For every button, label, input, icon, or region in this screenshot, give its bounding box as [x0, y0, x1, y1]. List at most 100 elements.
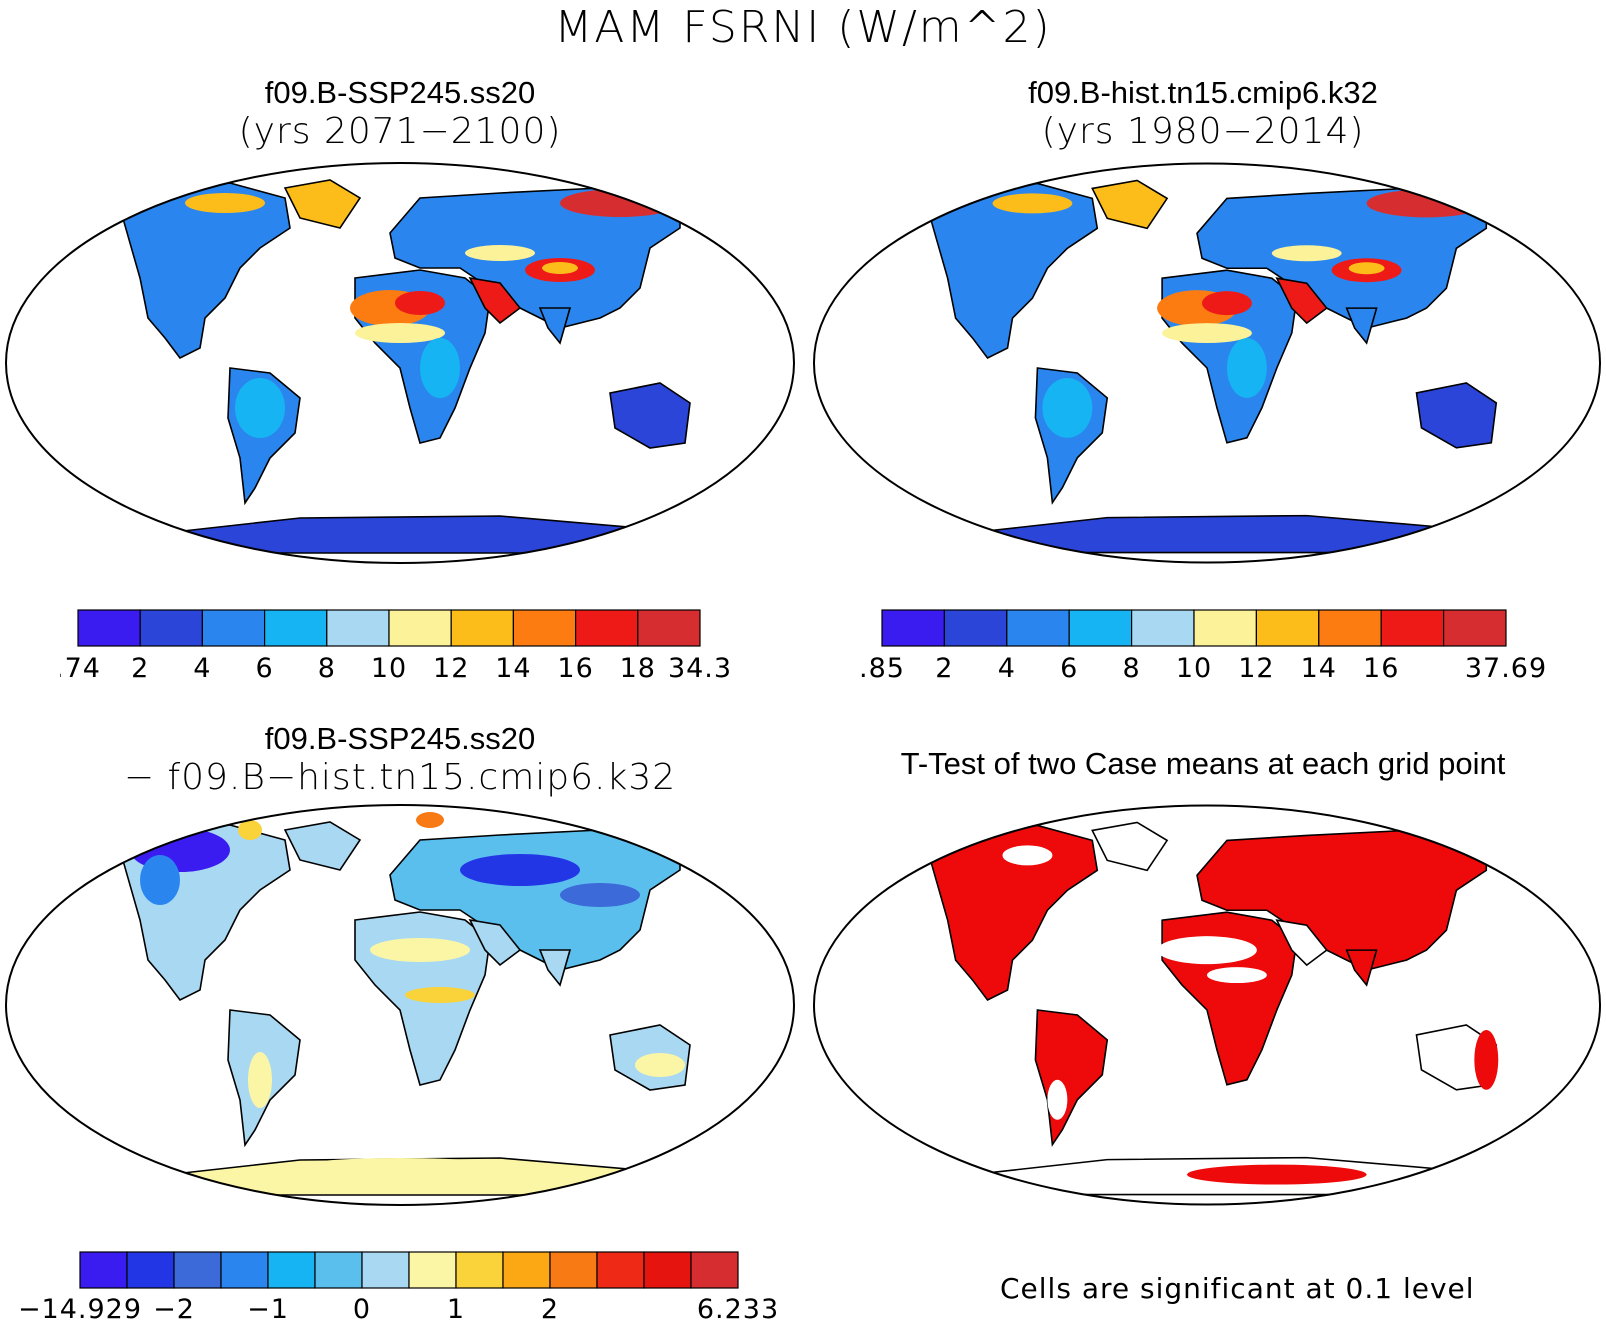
colorbar-swatch — [220, 1251, 269, 1289]
colorbar-swatch — [314, 1251, 363, 1289]
colorbar-tick-label: 4 — [998, 653, 1016, 684]
field-patch — [460, 854, 580, 886]
field-patch — [248, 1052, 272, 1108]
field-patch — [542, 262, 578, 274]
colorbar-panel-b: .85 2 4 6 8 10 12 14 16 37.69 — [860, 609, 1547, 684]
field-patch — [395, 291, 445, 315]
colorbar-tick-label: 2 — [131, 653, 149, 684]
colorbar-swatch — [502, 1251, 551, 1289]
continent-arabia — [468, 276, 522, 325]
field-patch — [1226, 338, 1267, 398]
continent-india — [1345, 949, 1378, 987]
colorbar-tick-label: 0 — [353, 1294, 371, 1323]
colorbar-swatch — [1131, 609, 1195, 647]
field-patch — [355, 323, 445, 343]
field-patch — [370, 938, 470, 962]
continent-eurasia — [1196, 187, 1488, 329]
continent-eurasia — [1196, 829, 1488, 971]
continent-northAmerica — [926, 182, 1099, 360]
colorbar-swatch — [264, 609, 328, 647]
colorbar-tick-label: 2 — [541, 1294, 559, 1323]
colorbar-tick-label: 2 — [935, 653, 953, 684]
field-patch — [465, 245, 535, 261]
panel-d-title-line1: T-Test of two Case means at each grid po… — [900, 746, 1506, 781]
field-patch — [235, 378, 285, 438]
panel-b-title-line1: f09.B-hist.tn15.cmip6.k32 — [1028, 75, 1378, 110]
colorbar-swatch — [637, 609, 701, 647]
colorbar-swatch — [1006, 609, 1070, 647]
significance-note: Cells are significant at 0.1 level — [1000, 1272, 1475, 1305]
panel-a-title: f09.B-SSP245.ss20 (yrs 2071−2100) — [0, 74, 800, 152]
colorbar-tick-label: 16 — [1363, 653, 1399, 684]
colorbar-tick-label: 8 — [1123, 653, 1141, 684]
panel-b-title: f09.B-hist.tn15.cmip6.k32 (yrs 1980−2014… — [800, 74, 1606, 152]
colorbar-swatch — [881, 609, 946, 647]
colorbar-tick-label: 37.69 — [1465, 653, 1547, 684]
colorbar-swatch — [139, 609, 203, 647]
colorbar-swatch — [450, 609, 515, 647]
colorbar-swatch — [1380, 609, 1445, 647]
colorbar-swatch — [326, 609, 390, 647]
colorbar-tick-label: 18 — [620, 653, 656, 684]
colorbar-tick-label: 6.233 — [697, 1294, 779, 1323]
colorbar-swatch — [267, 1251, 316, 1289]
field-patch — [560, 883, 640, 907]
map-outline — [812, 162, 1602, 564]
map-panel-b — [812, 162, 1602, 564]
colorbar-swatch — [1318, 609, 1382, 647]
field-patch — [140, 855, 180, 905]
field-patch — [992, 193, 1073, 214]
field-patch — [635, 1053, 685, 1077]
map-panel-c — [5, 804, 795, 1206]
colorbar-tick-label: .74 — [60, 653, 101, 684]
panel-a-title-line1: f09.B-SSP245.ss20 — [264, 75, 536, 110]
continent-greenland — [1091, 179, 1169, 230]
colorbar-swatch — [596, 1251, 645, 1289]
continent-india — [1345, 307, 1378, 345]
colorbar-swatch — [1193, 609, 1258, 647]
continent-arabia — [1275, 277, 1328, 325]
colorbar-swatch — [455, 1251, 504, 1289]
field-patch — [420, 338, 460, 398]
colorbar-swatch — [690, 1251, 739, 1289]
continent-greenland — [283, 179, 362, 229]
colorbar-swatch — [201, 609, 266, 647]
continent-northAmerica — [119, 182, 291, 360]
continent-eurasia — [389, 187, 681, 329]
continent-india — [538, 307, 572, 345]
field-patch — [1187, 1164, 1367, 1185]
map-outline — [812, 804, 1602, 1206]
colorbar-swatch — [574, 609, 639, 647]
map-outline — [5, 162, 795, 564]
field-patch — [1047, 1079, 1068, 1120]
colorbar-tick-label: .85 — [860, 653, 905, 684]
colorbar-tick-label: 10 — [1176, 653, 1212, 684]
colorbar-swatch — [77, 609, 141, 647]
field-patch — [1202, 291, 1252, 316]
colorbar-tick-label: 34.3 — [668, 653, 732, 684]
colorbar-tick-label: 4 — [193, 653, 211, 684]
field-patch — [1271, 245, 1342, 262]
colorbar-swatch — [126, 1251, 175, 1289]
field-patch — [1162, 323, 1252, 344]
field-patch — [405, 987, 475, 1003]
colorbar-tick-label: −2 — [153, 1294, 195, 1323]
colorbar-swatch — [943, 609, 1008, 647]
colorbar-swatch — [549, 1251, 598, 1289]
continent-eurasia — [389, 829, 681, 971]
colorbar-swatch — [79, 1251, 128, 1289]
field-patch — [185, 193, 265, 213]
field-patch — [1207, 967, 1267, 984]
field-patch — [1157, 936, 1257, 965]
continent-greenland — [1091, 821, 1169, 872]
panel-b-title-line2: (yrs 1980−2014) — [1041, 111, 1365, 152]
colorbar-tick-label: 1 — [447, 1294, 465, 1323]
colorbar-swatch — [1255, 609, 1320, 647]
colorbar-panel-c: −14.929 −2 −1 0 1 2 6.233 — [18, 1251, 779, 1323]
panel-c-title: f09.B-SSP245.ss20 − f09.B−hist.tn15.cmip… — [0, 720, 800, 798]
field-patch — [1002, 845, 1053, 866]
colorbar-tick-label: 12 — [433, 653, 469, 684]
continent-india — [538, 949, 572, 987]
continent-arabia — [468, 918, 522, 967]
colorbar-tick-label: 10 — [371, 653, 407, 684]
